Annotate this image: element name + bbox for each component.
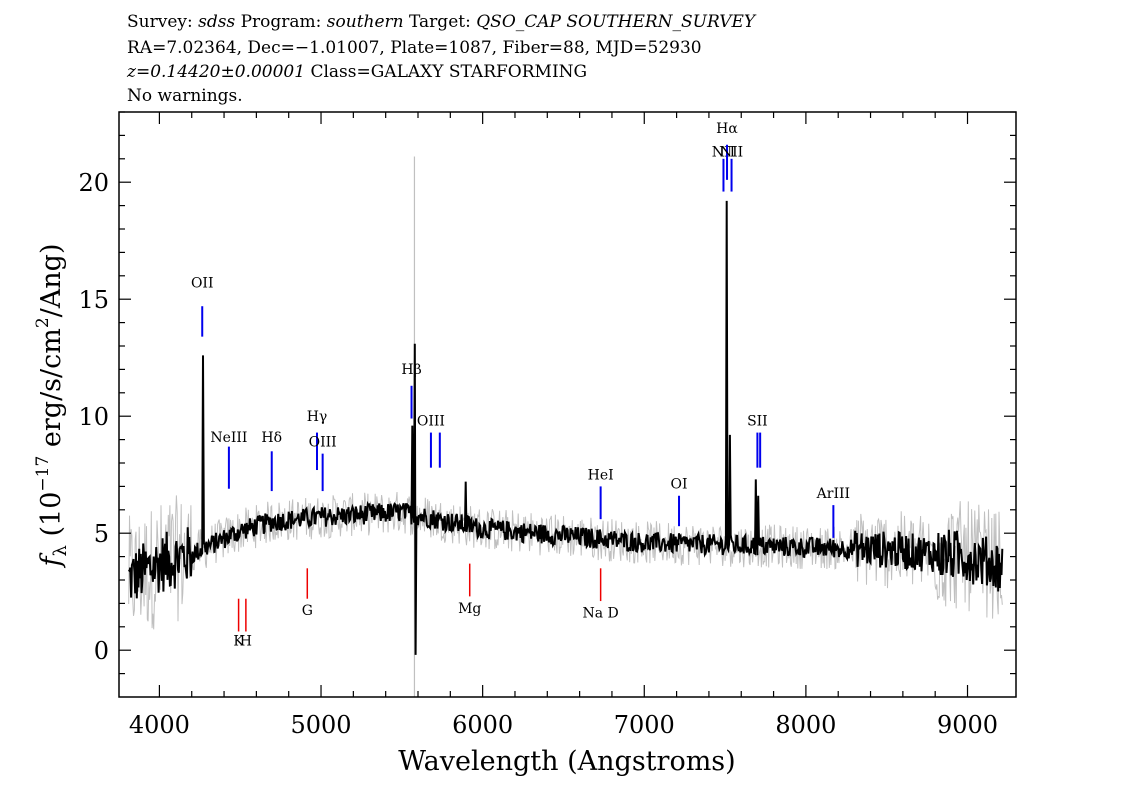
program-value: southern — [326, 12, 404, 32]
y-tick-label: 15 — [78, 286, 109, 314]
survey-value: sdss — [198, 12, 236, 32]
emission-label: OII — [191, 276, 214, 292]
x-tick-label: 8000 — [775, 711, 836, 739]
target-value: QSO_CAP SOUTHERN_SURVEY — [476, 12, 756, 32]
x-tick-label: 5000 — [290, 711, 351, 739]
y-label-open: (10 — [36, 492, 67, 545]
emission-label: OIII — [417, 414, 445, 430]
y-label-exp2: 2 — [33, 317, 53, 328]
y-tick-label: 0 — [94, 637, 109, 665]
x-tick-label: 4000 — [129, 711, 190, 739]
x-axis-label: Wavelength (Angstroms) — [398, 746, 735, 777]
header-line-2: RA=7.02364, Dec=−1.01007, Plate=1087, Fi… — [127, 38, 702, 58]
axes: 4000 5000 6000 7000 8000 9000 0 5 10 15 20 — [78, 111, 1017, 739]
class-value: Class=GALAXY STARFORMING — [310, 62, 588, 82]
y-label-sub: λ — [50, 545, 71, 556]
emission-label: NII — [720, 144, 743, 160]
y-label-mid: erg/s/cm — [36, 328, 67, 456]
survey-key: Survey: — [127, 12, 193, 32]
emission-label: HeI — [588, 467, 614, 483]
x-tick-label: 7000 — [614, 711, 675, 739]
emission-label: Hα — [716, 121, 738, 137]
emission-label: ArIII — [816, 486, 850, 502]
flux-series — [127, 200, 1004, 655]
redshift-value: z=0.14420±0.00001 — [127, 62, 306, 82]
y-axis-label: fλ (10−17 erg/s/cm2/Ang) — [33, 244, 71, 569]
absorption-label: K — [233, 634, 244, 650]
error-series — [128, 156, 1003, 697]
emission-label: Hδ — [261, 430, 282, 446]
y-tick-label: 20 — [78, 169, 109, 197]
emission-label: NII — [712, 144, 735, 160]
emission-label: Hγ — [307, 409, 328, 425]
header-line-1: Survey: sdss Program: southern Target: Q… — [127, 12, 755, 32]
emission-label: NeIII — [210, 430, 247, 446]
emission-label: OIII — [309, 435, 337, 451]
absorption-label: Na D — [582, 605, 618, 621]
absorption-label: Mg — [458, 601, 481, 617]
emission-label: SII — [747, 414, 768, 430]
flux-line — [127, 200, 1004, 655]
y-tick-label: 5 — [94, 520, 109, 548]
program-key: Program: — [240, 12, 322, 32]
absorption-label: H — [240, 634, 252, 650]
emission-label: Hβ — [401, 362, 421, 378]
x-tick-label: 6000 — [452, 711, 513, 739]
line-markers: OII NeIII Hδ Hγ OIII Hβ OIII HeI OI NII Hα NII SII Ar… — [191, 121, 850, 649]
y-label-close: /Ang) — [36, 244, 67, 318]
absorption-label: G — [302, 603, 313, 619]
x-tick-label: 9000 — [937, 711, 998, 739]
y-tick-label: 10 — [78, 403, 109, 431]
y-label-exp1: −17 — [33, 456, 53, 492]
plot-frame — [118, 111, 1017, 698]
target-key: Target: — [409, 12, 471, 32]
header-line-4: No warnings. — [127, 86, 243, 106]
emission-label: OI — [671, 477, 688, 493]
header-line-3: z=0.14420±0.00001 Class=GALAXY STARFORMI… — [127, 62, 587, 82]
